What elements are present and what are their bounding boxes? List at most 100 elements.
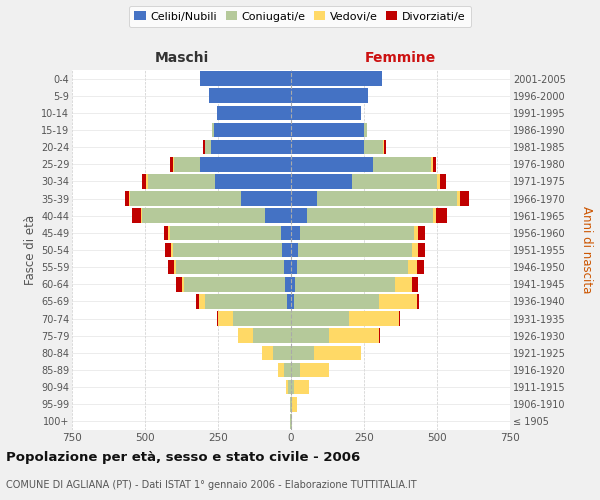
Bar: [433, 157, 436, 172]
Bar: [265, 208, 291, 223]
Text: Femmine: Femmine: [365, 51, 436, 65]
Bar: [383, 140, 385, 154]
Bar: [314, 346, 361, 360]
Bar: [217, 106, 291, 120]
Bar: [290, 397, 291, 411]
Bar: [291, 277, 295, 291]
Bar: [284, 362, 291, 378]
Bar: [408, 260, 416, 274]
Bar: [214, 122, 291, 138]
Y-axis label: Fasce di età: Fasce di età: [23, 215, 37, 285]
Bar: [294, 294, 379, 308]
Bar: [169, 226, 170, 240]
Bar: [148, 174, 215, 188]
Bar: [281, 226, 291, 240]
Bar: [436, 208, 447, 223]
Bar: [199, 294, 205, 308]
Bar: [182, 277, 184, 291]
Bar: [291, 192, 317, 206]
Bar: [457, 192, 460, 206]
Bar: [291, 397, 292, 411]
Bar: [395, 277, 412, 291]
Bar: [373, 157, 431, 172]
Bar: [352, 174, 437, 188]
Text: Popolazione per età, sesso e stato civile - 2006: Popolazione per età, sesso e stato civil…: [6, 451, 360, 464]
Bar: [416, 294, 419, 308]
Text: Maschi: Maschi: [154, 51, 209, 65]
Bar: [211, 140, 291, 154]
Bar: [412, 277, 418, 291]
Bar: [460, 192, 469, 206]
Bar: [174, 260, 176, 274]
Bar: [307, 208, 433, 223]
Bar: [215, 174, 291, 188]
Bar: [209, 88, 291, 103]
Bar: [379, 294, 416, 308]
Bar: [217, 312, 218, 326]
Bar: [433, 208, 436, 223]
Bar: [440, 174, 446, 188]
Bar: [349, 312, 399, 326]
Bar: [170, 226, 281, 240]
Bar: [233, 312, 291, 326]
Bar: [287, 294, 291, 308]
Bar: [169, 260, 174, 274]
Bar: [292, 397, 297, 411]
Bar: [285, 277, 291, 291]
Bar: [291, 312, 349, 326]
Bar: [291, 72, 382, 86]
Bar: [418, 226, 425, 240]
Bar: [291, 380, 294, 394]
Bar: [173, 242, 282, 258]
Bar: [205, 140, 211, 154]
Bar: [174, 157, 200, 172]
Bar: [300, 362, 329, 378]
Bar: [282, 242, 291, 258]
Bar: [300, 226, 413, 240]
Bar: [142, 174, 146, 188]
Bar: [291, 208, 307, 223]
Bar: [291, 88, 368, 103]
Bar: [364, 122, 367, 138]
Bar: [184, 277, 285, 291]
Bar: [412, 242, 418, 258]
Bar: [399, 312, 401, 326]
Bar: [200, 157, 291, 172]
Bar: [288, 380, 291, 394]
Bar: [385, 140, 386, 154]
Bar: [284, 260, 291, 274]
Legend: Celibi/Nubili, Coniugati/e, Vedovi/e, Divorziati/e: Celibi/Nubili, Coniugati/e, Vedovi/e, Di…: [129, 6, 471, 27]
Bar: [171, 242, 173, 258]
Bar: [291, 157, 373, 172]
Bar: [298, 242, 412, 258]
Bar: [200, 72, 291, 86]
Bar: [291, 362, 300, 378]
Bar: [291, 122, 364, 138]
Bar: [166, 242, 171, 258]
Bar: [274, 346, 291, 360]
Y-axis label: Anni di nascita: Anni di nascita: [580, 206, 593, 294]
Bar: [431, 157, 433, 172]
Bar: [146, 174, 148, 188]
Bar: [176, 260, 284, 274]
Bar: [142, 208, 265, 223]
Bar: [253, 328, 291, 343]
Bar: [418, 242, 425, 258]
Bar: [132, 208, 140, 223]
Bar: [140, 208, 142, 223]
Bar: [297, 260, 408, 274]
Bar: [278, 362, 284, 378]
Bar: [286, 380, 288, 394]
Bar: [317, 192, 457, 206]
Bar: [295, 277, 395, 291]
Bar: [129, 192, 130, 206]
Bar: [291, 242, 298, 258]
Bar: [294, 380, 308, 394]
Bar: [130, 192, 241, 206]
Bar: [437, 174, 440, 188]
Bar: [329, 328, 379, 343]
Bar: [291, 346, 314, 360]
Bar: [291, 140, 364, 154]
Bar: [291, 106, 361, 120]
Bar: [125, 192, 129, 206]
